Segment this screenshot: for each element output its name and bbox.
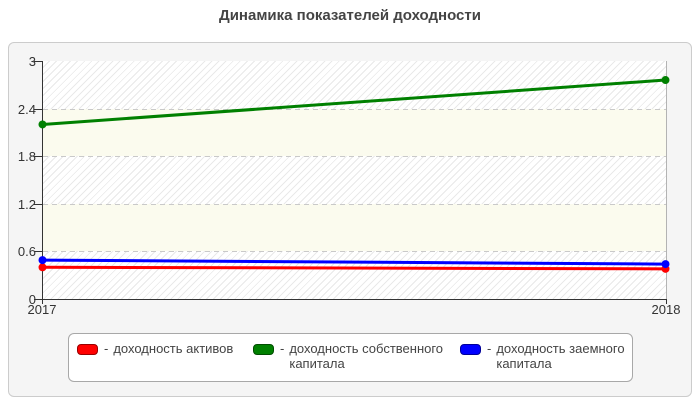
legend-dash: - (487, 341, 492, 356)
legend-label-return-on-debt: доходность заемного капитала (496, 341, 625, 371)
plot-band (43, 251, 666, 299)
gridline (43, 204, 666, 205)
chart-lines (38, 76, 670, 273)
y-tick-mark (34, 251, 42, 252)
series-line (42, 78, 666, 126)
data-point-marker (38, 263, 47, 272)
plot-area (43, 61, 666, 299)
legend-dash: - (104, 341, 109, 356)
series-line (42, 265, 666, 271)
y-tick-label: 0 (28, 292, 36, 307)
legend-swatch-red (77, 344, 98, 355)
legend-label-return-on-equity: доходность собственного капитала (289, 341, 444, 371)
data-point-marker (661, 76, 670, 85)
series-line (42, 258, 666, 266)
x-tick-label-2017: 2017 (27, 302, 57, 317)
legend-item-return-on-equity: - доходность собственного капитала (253, 341, 464, 371)
y-tick-mark (34, 299, 42, 300)
y-tick-label: 3 (28, 54, 36, 69)
y-tick-mark (34, 61, 42, 62)
gridline (43, 251, 666, 252)
legend-item-return-on-debt: - доходность заемного капитала (460, 341, 632, 371)
data-point-marker (38, 256, 47, 265)
data-point-marker (38, 120, 47, 129)
y-axis-line (42, 61, 43, 300)
y-tick-label: 0.6 (17, 244, 36, 259)
plot-band (43, 156, 666, 205)
plot-right-border (666, 61, 667, 299)
y-tick-label: 1.8 (17, 149, 36, 164)
plot-band (43, 203, 666, 253)
legend-swatch-green (253, 344, 274, 355)
x-tick-label-2018: 2018 (651, 302, 681, 317)
gridline (43, 156, 666, 157)
y-tick-label: 1.2 (17, 197, 36, 212)
x-tick-mark-2018 (666, 300, 667, 304)
y-tick-mark (34, 204, 42, 205)
x-axis-line (42, 299, 667, 300)
data-point-marker (661, 260, 670, 269)
legend-swatch-blue (460, 344, 481, 355)
gridline (43, 109, 666, 110)
legend: - доходность активов - доходность собств… (68, 333, 633, 382)
legend-item-return-on-assets: - доходность активов (77, 341, 233, 356)
legend-label-return-on-assets: доходность активов (113, 341, 234, 356)
x-tick-mark-2017 (42, 300, 43, 304)
legend-dash: - (280, 341, 285, 356)
y-tick-mark (34, 156, 42, 157)
chart-title: Динамика показателей доходности (219, 7, 481, 24)
y-tick-mark (34, 109, 42, 110)
y-tick-label: 2.4 (17, 102, 36, 117)
